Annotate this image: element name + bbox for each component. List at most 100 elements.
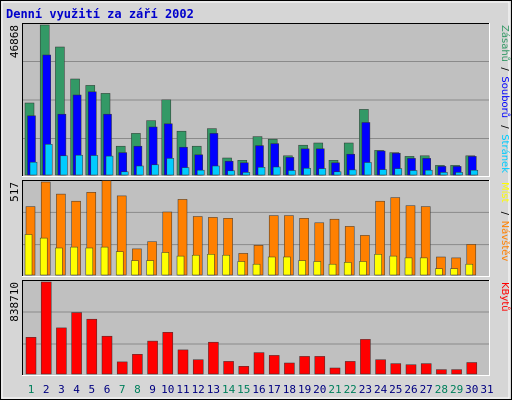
panel-2: 517 Míst / Návštěv bbox=[8, 180, 511, 277]
legend-files: Souborů bbox=[499, 76, 511, 118]
bar-sites-day-28 bbox=[435, 268, 443, 276]
day-label-21: 21 bbox=[328, 383, 341, 396]
day-label-4: 4 bbox=[73, 383, 80, 396]
legend-separator: / bbox=[499, 212, 510, 216]
bar-sites-day-6 bbox=[100, 246, 109, 276]
bar-sites-day-14 bbox=[222, 254, 230, 276]
bar-sites-day-19 bbox=[298, 260, 306, 276]
bar-sites-day-23 bbox=[359, 261, 367, 276]
day-label-24: 24 bbox=[374, 383, 388, 396]
day-label-28: 28 bbox=[435, 383, 448, 396]
bar-sites-day-5 bbox=[85, 247, 94, 276]
bar-pages-day-14 bbox=[227, 170, 235, 176]
day-label-16: 16 bbox=[252, 383, 265, 396]
bar-kbytes-day-11 bbox=[177, 349, 189, 375]
bar-pages-day-29 bbox=[455, 172, 463, 176]
bar-sites-day-4 bbox=[70, 246, 78, 276]
bar-pages-day-10 bbox=[166, 158, 175, 176]
legend-separator: / bbox=[499, 67, 510, 71]
day-label-31: 31 bbox=[480, 383, 493, 396]
bar-sites-day-3 bbox=[55, 247, 63, 276]
day-label-19: 19 bbox=[298, 383, 311, 396]
bar-kbytes-day-23 bbox=[360, 339, 371, 375]
day-label-10: 10 bbox=[161, 383, 174, 396]
legend-visits: Návštěv bbox=[499, 221, 511, 262]
bar-pages-day-7 bbox=[120, 171, 129, 176]
day-label-22: 22 bbox=[344, 383, 357, 396]
legend-pages: Stránek bbox=[499, 134, 511, 173]
bar-sites-day-8 bbox=[131, 260, 139, 276]
day-label-18: 18 bbox=[283, 383, 296, 396]
bar-sites-day-11 bbox=[176, 255, 185, 276]
bar-pages-day-4 bbox=[75, 154, 83, 176]
bar-sites-day-26 bbox=[404, 257, 413, 276]
bar-pages-day-25 bbox=[394, 168, 403, 176]
day-label-3: 3 bbox=[58, 383, 65, 396]
bar-kbytes-day-2 bbox=[40, 281, 52, 375]
day-label-1: 1 bbox=[28, 383, 35, 396]
bar-pages-day-3 bbox=[60, 155, 68, 176]
legend-hits: Zásahů bbox=[499, 25, 511, 62]
panel-legend: KBytů bbox=[499, 282, 511, 312]
bar-sites-day-25 bbox=[389, 255, 398, 276]
day-label-15: 15 bbox=[237, 383, 250, 396]
bar-pages-day-18 bbox=[288, 170, 296, 176]
panel-1: 46868 Zásahů / Souborů / Stránek bbox=[8, 23, 511, 177]
day-labels: 1 2 3 4 5 6 7 8 9 10 11 12 13 14 15 16 17 18 19 20 21 22 23 24 2… bbox=[28, 383, 494, 396]
bar-sites-day-18 bbox=[283, 256, 291, 276]
legend-kbytes: KBytů bbox=[499, 282, 511, 312]
bar-sites-day-2 bbox=[39, 237, 48, 276]
day-label-26: 26 bbox=[404, 383, 417, 396]
bar-sites-day-27 bbox=[419, 257, 428, 276]
day-label-25: 25 bbox=[389, 383, 402, 396]
bar-pages-day-22 bbox=[348, 169, 357, 176]
bar-kbytes-day-17 bbox=[268, 355, 280, 375]
bar-pages-day-15 bbox=[242, 172, 251, 176]
bar-sites-day-9 bbox=[146, 260, 154, 276]
panel-3: 838710 KBytů bbox=[8, 280, 511, 376]
bar-sites-day-10 bbox=[161, 252, 170, 276]
bar-kbytes-day-9 bbox=[147, 340, 158, 375]
day-label-20: 20 bbox=[313, 383, 326, 396]
chart-title: Denní využití za září 2002 bbox=[6, 7, 194, 21]
bar-pages-day-17 bbox=[272, 166, 281, 176]
bar-pages-day-8 bbox=[136, 165, 144, 176]
bar-kbytes-day-6 bbox=[101, 335, 113, 375]
bar-kbytes-day-3 bbox=[56, 327, 67, 375]
bar-pages-day-24 bbox=[379, 169, 387, 176]
bar-sites-day-1 bbox=[24, 234, 33, 276]
bar-sites-day-7 bbox=[115, 251, 124, 276]
bar-sites-day-29 bbox=[450, 268, 458, 276]
day-label-29: 29 bbox=[450, 383, 463, 396]
bar-kbytes-day-24 bbox=[375, 359, 386, 375]
bar-kbytes-day-19 bbox=[299, 356, 310, 375]
bar-kbytes-day-26 bbox=[405, 364, 417, 375]
bar-pages-day-5 bbox=[90, 155, 99, 176]
bar-kbytes-day-12 bbox=[192, 359, 204, 375]
bar-kbytes-day-28 bbox=[436, 369, 447, 375]
day-label-11: 11 bbox=[176, 383, 189, 396]
day-label-27: 27 bbox=[420, 383, 433, 396]
day-label-5: 5 bbox=[88, 383, 95, 396]
day-label-2: 2 bbox=[43, 383, 50, 396]
legend-separator: / bbox=[499, 125, 510, 129]
bar-sites-day-15 bbox=[237, 261, 246, 276]
bar-pages-day-12 bbox=[196, 169, 205, 176]
day-label-14: 14 bbox=[222, 383, 236, 396]
bar-sites-day-30 bbox=[465, 263, 474, 276]
y-max-label: 46868 bbox=[8, 25, 21, 58]
bar-kbytes-day-8 bbox=[132, 354, 143, 375]
bar-pages-day-20 bbox=[318, 168, 327, 176]
bar-kbytes-day-1 bbox=[25, 337, 37, 375]
bar-pages-day-21 bbox=[333, 171, 342, 176]
day-label-12: 12 bbox=[192, 383, 205, 396]
bar-kbytes-day-4 bbox=[71, 312, 82, 375]
day-label-13: 13 bbox=[207, 383, 220, 396]
y-max-label: 838710 bbox=[8, 282, 21, 322]
panels: 46868 Zásahů / Souborů / Stránek 517 Míst / Návšt… bbox=[8, 23, 511, 376]
day-label-9: 9 bbox=[149, 383, 156, 396]
day-label-23: 23 bbox=[359, 383, 372, 396]
